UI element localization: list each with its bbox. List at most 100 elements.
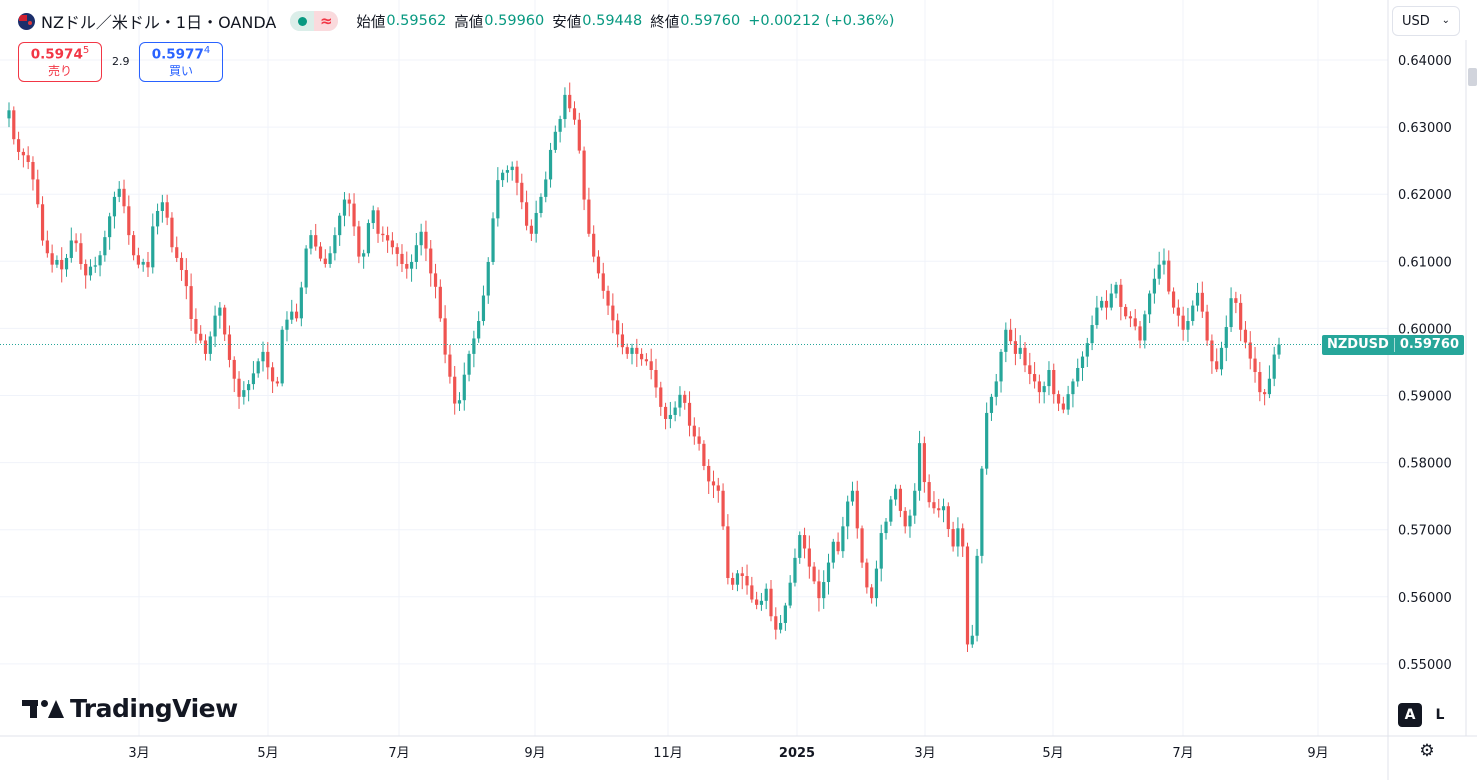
candle [108,212,112,250]
candle-body [769,588,773,617]
candle [141,258,145,272]
candle-body [534,212,538,234]
candle-body [376,210,380,234]
candle-body [1181,315,1185,330]
chart-legend: NZドル／米ドル・1日・OANDA ≈ 始値 0.59562 高値 0.59960 … [18,9,894,33]
price-axis[interactable]: 0.64000 0.63000 0.62000 0.61000 0.60000 0.590… [1398,54,1452,673]
candle-body [1143,314,1147,341]
candle [683,390,687,410]
candle [467,350,471,382]
candle [596,250,601,279]
candle-body [1100,300,1104,308]
candles [7,82,1281,652]
candle-body [170,217,174,248]
candle [707,459,711,494]
candle-body [26,155,30,162]
candle [932,491,936,514]
candle [1128,311,1133,328]
candle [577,112,581,154]
candle [170,212,174,253]
last-price-tag: NZDUSD 0.59760 [1322,334,1465,355]
candle [491,212,495,265]
candle [616,313,620,348]
candle-body [807,548,811,567]
candle [69,227,73,263]
candle-body [247,384,251,391]
candle-body [635,347,639,354]
candle [620,323,625,355]
auto-scale-button[interactable]: A [1398,703,1422,727]
candle [505,165,510,183]
candle [88,259,93,281]
candle-body [64,257,69,270]
candle [93,256,97,273]
candle-body [88,266,93,276]
candle-body [1076,367,1080,382]
candle-body [1028,365,1032,375]
candle-body [84,263,88,276]
status-pill[interactable]: ≈ [290,11,339,31]
candle [956,517,960,557]
candle [759,592,764,611]
open-label: 始値 [356,14,386,31]
time-axis[interactable]: 3月 5月 7月 9月 11月 2025 3月 5月 7月 9月 [128,746,1328,761]
candle [649,348,653,380]
candle [755,591,759,610]
candle-body [1219,347,1224,370]
candle [251,361,256,390]
sell-button[interactable]: 0.59745 売り [18,42,102,82]
nz-flag-icon [18,12,35,30]
candle [1162,248,1166,275]
buy-button[interactable]: 0.59774 買い [139,42,223,82]
candle-body [932,502,936,509]
candle [515,160,519,196]
candle-body [122,188,126,207]
open-value: 0.59562 [386,13,447,29]
candle-body [21,151,25,156]
symbol-title[interactable]: NZドル／米ドル・1日・OANDA [41,13,277,32]
price-tick-label: 0.61000 [1398,255,1452,270]
candle [520,173,524,210]
candle-body [165,202,169,218]
candle-body [155,210,160,227]
candle [855,480,859,539]
candle [721,483,725,530]
candle-body [831,541,835,563]
candle-body [683,394,687,403]
candle [1056,390,1061,412]
candle-body [520,182,524,203]
candle [409,254,414,282]
candle [12,106,16,145]
candle-body [1056,394,1061,404]
candle [807,535,811,579]
candle [1085,337,1089,368]
candle [635,338,639,367]
candle [1042,381,1046,404]
log-scale-button[interactable]: L [1428,703,1452,727]
candle-body [1195,292,1200,306]
scrollbar-handle[interactable] [1468,68,1477,86]
candle-body [318,246,323,259]
candle [1076,358,1080,387]
candle [606,285,610,316]
candle [850,481,855,506]
candle [711,470,716,499]
candle [946,502,950,538]
candle-body [616,320,620,335]
currency-select[interactable]: USD ⌄ [1392,6,1460,36]
candle [563,87,567,128]
tradingview-logo[interactable]: TradingView [22,694,238,723]
candle-body [692,425,696,437]
settings-gear-icon[interactable]: ⚙ [1419,741,1435,761]
candle-body [515,166,519,183]
candle-body [860,528,864,563]
candle-body [280,329,284,384]
candle [371,205,375,230]
price-tick-label: 0.60000 [1398,322,1452,337]
candle [103,230,107,262]
candle-body [1138,326,1142,341]
candle [1186,307,1190,343]
candle-body [1248,342,1252,359]
candle-body [1224,327,1228,348]
